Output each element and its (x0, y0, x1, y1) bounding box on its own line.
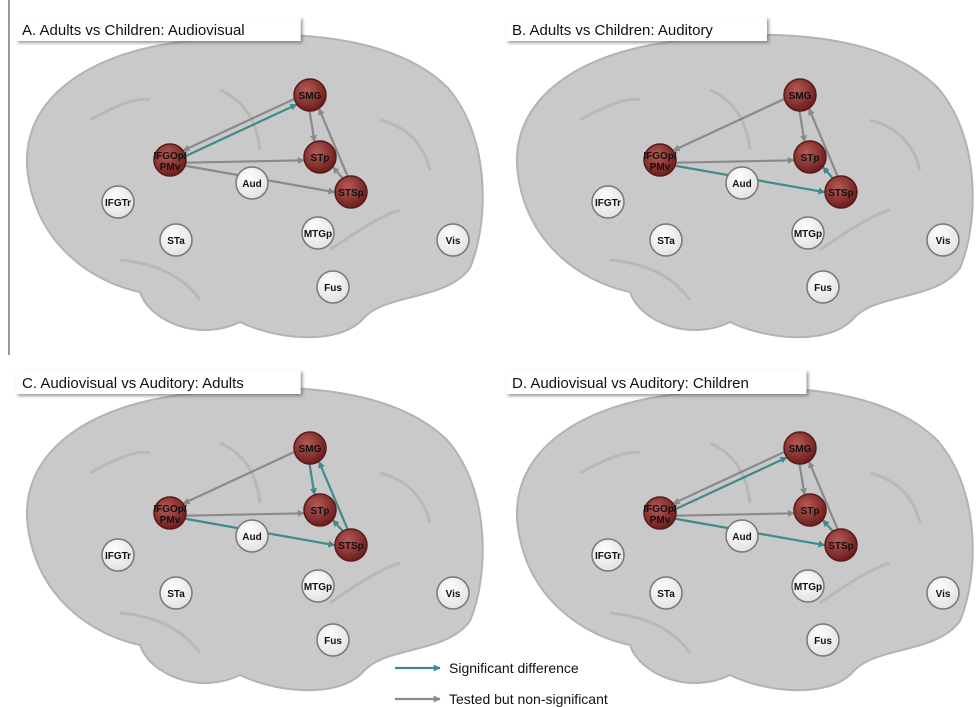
node-label: STa (167, 589, 185, 600)
node-label: STp (801, 153, 820, 164)
node-label: STp (311, 506, 330, 517)
node-label: Fus (814, 283, 832, 294)
node-label: STa (167, 236, 185, 247)
node-label: MTGp (304, 582, 332, 593)
legend-label: Tested but non-significant (449, 691, 608, 707)
panel-title: A. Adults vs Children: Audiovisual (22, 22, 245, 39)
node-label: Fus (324, 283, 342, 294)
node-label: SMG (789, 444, 812, 455)
node-label: Vis (936, 589, 951, 600)
node-label: Aud (242, 532, 261, 543)
page: A. Adults vs Children: Audiovisual SMG IFG… (0, 0, 980, 707)
node-label: SMG (299, 444, 322, 455)
node-label: MTGp (304, 229, 332, 240)
node-label: Aud (732, 179, 751, 190)
node-label: STa (657, 236, 675, 247)
node-label: Vis (446, 236, 461, 247)
node-label: STSp (338, 541, 364, 552)
node-label: Aud (732, 532, 751, 543)
node-label: Vis (936, 236, 951, 247)
node-label: IFGTr (105, 198, 131, 209)
node-label: STp (801, 506, 820, 517)
panel: C. Audiovisual vs Auditory: Adults SMG IFG… (16, 370, 483, 690)
node-label: STSp (828, 188, 854, 199)
node-label: Aud (242, 179, 261, 190)
figure: A. Adults vs Children: Audiovisual SMG IFG… (0, 0, 980, 707)
node-label: IFGTr (595, 198, 621, 209)
node-label: MTGp (794, 582, 822, 593)
node-label: IFGTr (595, 551, 621, 562)
node-label: STSp (828, 541, 854, 552)
node-label: STa (657, 589, 675, 600)
node-label: MTGp (794, 229, 822, 240)
node-label: SMG (789, 91, 812, 102)
node-label: Fus (324, 636, 342, 647)
node-label: Fus (814, 636, 832, 647)
node-label: SMG (299, 91, 322, 102)
panel-title: D. Audiovisual vs Auditory: Children (512, 375, 749, 392)
node-label: Vis (446, 589, 461, 600)
node-label: IFGTr (105, 551, 131, 562)
legend-label: Significant difference (449, 660, 579, 676)
panel-title: B. Adults vs Children: Auditory (512, 22, 713, 39)
panel: A. Adults vs Children: Audiovisual SMG IFG… (16, 17, 483, 337)
panel: D. Audiovisual vs Auditory: Children SMG I… (506, 370, 973, 690)
panel-title: C. Audiovisual vs Auditory: Adults (22, 375, 244, 392)
node-label: STSp (338, 188, 364, 199)
panel: B. Adults vs Children: AuditorySMGIFGOp/… (506, 17, 973, 337)
node-label: STp (311, 153, 330, 164)
